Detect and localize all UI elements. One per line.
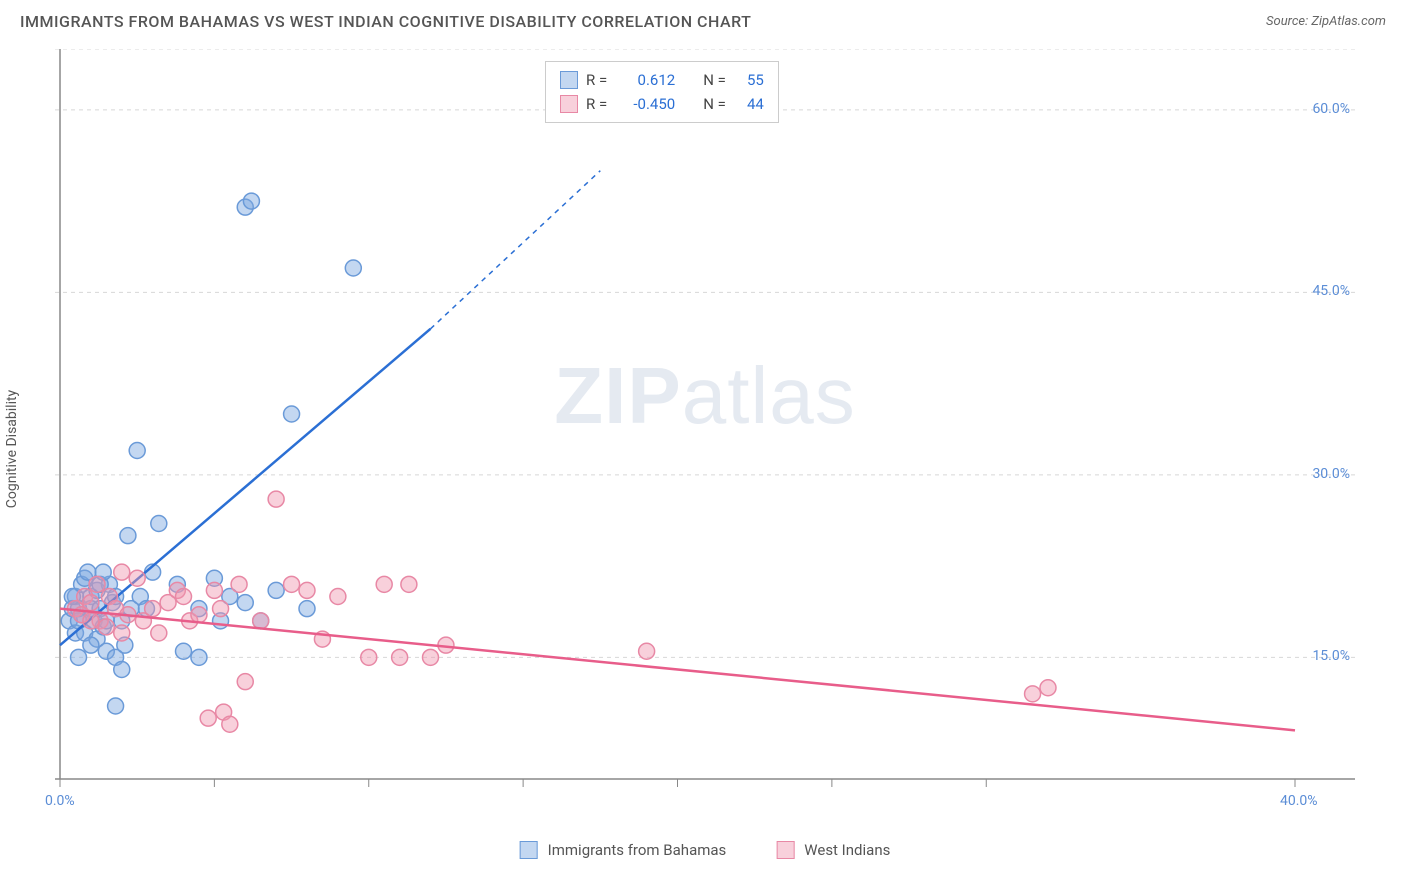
y-tick-label: 15.0% <box>1312 648 1350 664</box>
stat-r-label: R = <box>586 92 607 116</box>
swatch-icon <box>560 71 578 89</box>
stat-n-value: 44 <box>734 92 764 116</box>
y-tick-label: 60.0% <box>1312 101 1350 117</box>
y-tick-label: 30.0% <box>1312 466 1350 482</box>
source-attribution: Source: ZipAtlas.com <box>1266 14 1386 29</box>
stats-row: R = 0.612 N = 55 <box>560 68 764 92</box>
swatch-icon <box>560 95 578 113</box>
stat-n-label: N = <box>703 68 726 92</box>
legend-item-west-indians: West Indians <box>776 841 890 859</box>
legend-item-bahamas: Immigrants from Bahamas <box>520 841 727 859</box>
chart-header: IMMIGRANTS FROM BAHAMAS VS WEST INDIAN C… <box>0 0 1406 39</box>
stat-r-label: R = <box>586 68 607 92</box>
x-tick-label: 40.0% <box>1280 793 1318 809</box>
stat-n-value: 55 <box>734 68 764 92</box>
chart-title: IMMIGRANTS FROM BAHAMAS VS WEST INDIAN C… <box>20 12 751 31</box>
stat-n-label: N = <box>703 92 726 116</box>
y-tick-label: 45.0% <box>1312 283 1350 299</box>
stats-row: R = -0.450 N = 44 <box>560 92 764 116</box>
swatch-icon <box>520 841 538 859</box>
plot-area: ZIPatlas R =0.612N =55R =-0.450N =44 15.… <box>55 49 1355 819</box>
scatter-chart-svg <box>55 49 1355 819</box>
legend-label: Immigrants from Bahamas <box>548 841 727 859</box>
legend-label: West Indians <box>804 841 890 859</box>
x-tick-label: 0.0% <box>45 793 75 809</box>
stat-r-value: -0.450 <box>615 92 675 116</box>
correlation-stats-box: R = 0.612 N = 55 R = -0.450 N = 44 <box>545 61 779 123</box>
chart-container: Cognitive Disability ZIPatlas R =0.612N … <box>20 39 1390 859</box>
stat-r-value: 0.612 <box>615 68 675 92</box>
swatch-icon <box>776 841 794 859</box>
y-axis-label: Cognitive Disability <box>4 390 20 508</box>
bottom-legend: Immigrants from Bahamas West Indians <box>520 841 891 859</box>
